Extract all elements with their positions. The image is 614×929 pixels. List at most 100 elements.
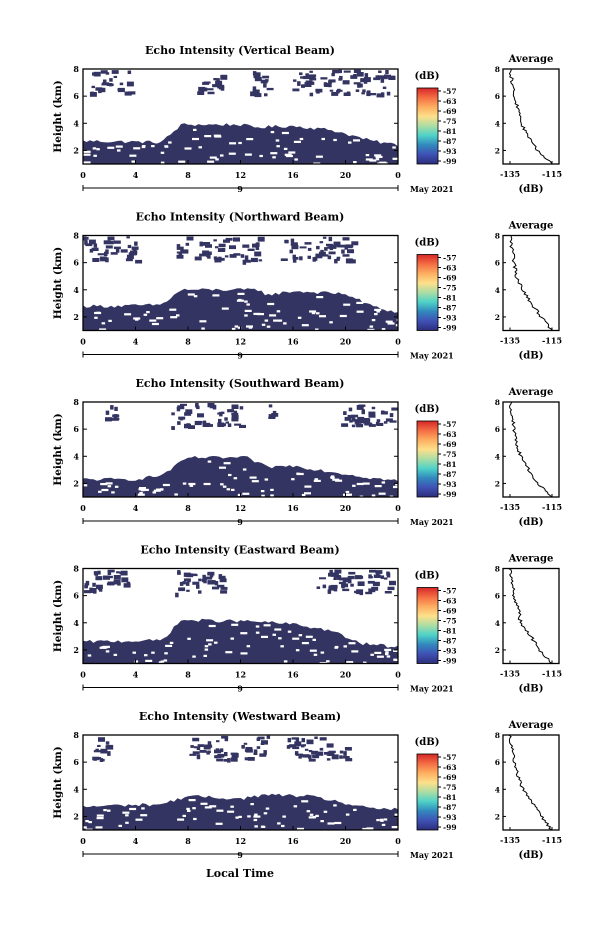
upper-echo-cell	[214, 581, 219, 586]
echo-gap	[284, 153, 292, 156]
echo-gap	[275, 139, 280, 142]
upper-echo-cell	[171, 412, 175, 416]
average-y-tick-label: 4	[495, 619, 500, 628]
y-tick-label: 2	[73, 811, 79, 821]
echo-gap	[260, 490, 265, 493]
echo-heatmap	[83, 403, 400, 498]
echo-gap	[146, 311, 150, 314]
colorbar-tick-label: -69	[443, 274, 457, 283]
echo-gap	[164, 145, 168, 148]
upper-echo-cell	[219, 411, 223, 417]
upper-echo-cell	[292, 258, 297, 263]
echo-gap	[348, 141, 352, 144]
average-x-tick-label: -115	[542, 169, 562, 179]
upper-echo-cell	[190, 574, 198, 577]
echo-gap	[246, 138, 254, 141]
upper-echo-cell	[220, 411, 225, 414]
upper-echo-cell	[338, 581, 346, 585]
upper-echo-cell	[239, 424, 246, 428]
upper-echo-cell	[176, 254, 184, 259]
x-tick-label: 0	[80, 670, 86, 680]
upper-echo-cell	[202, 82, 210, 85]
x-tick-label: 8	[185, 503, 191, 513]
echo-gap	[296, 472, 300, 475]
upper-echo-cell	[293, 79, 297, 82]
upper-echo-cell	[386, 91, 391, 96]
upper-echo-cell	[231, 404, 239, 409]
echo-gap	[365, 154, 370, 157]
echo-gap	[292, 637, 300, 640]
upper-echo-cell	[188, 425, 195, 429]
echo-gap	[320, 820, 324, 823]
echo-gap	[287, 630, 292, 633]
upper-echo-cell	[348, 571, 356, 575]
upper-echo-cell	[125, 258, 133, 262]
echo-gap	[94, 316, 98, 319]
echo-gap	[176, 314, 180, 317]
colorbar-tick-label: -75	[443, 284, 457, 293]
upper-echo-cell	[294, 741, 302, 747]
echo-gap	[267, 302, 275, 306]
echo-gap	[394, 658, 398, 661]
echo-gap	[88, 821, 92, 824]
upper-echo-cell	[92, 582, 96, 587]
colorbar-tick-label: -57	[443, 587, 457, 596]
upper-echo-cell	[105, 417, 112, 422]
colorbar-tick-label: -93	[443, 480, 457, 489]
echo-heatmap	[83, 735, 402, 831]
x-tick-label: 16	[287, 836, 299, 846]
upper-echo-cell	[341, 249, 345, 254]
upper-echo-cell	[120, 249, 128, 253]
colorbar-tick-label: -93	[443, 314, 457, 323]
echo-gap	[309, 310, 317, 313]
echo-gap	[393, 485, 400, 489]
echo-gap	[249, 476, 257, 479]
colorbar-tick-label: -93	[443, 647, 457, 656]
echo-gap	[233, 477, 238, 480]
upper-echo-cell	[290, 243, 298, 246]
upper-echo-cell	[357, 416, 365, 422]
upper-echo-cell	[342, 588, 350, 592]
upper-echo-cell	[107, 569, 115, 573]
echo-gap	[343, 645, 347, 648]
echo-gap	[369, 159, 377, 162]
upper-echo-cell	[341, 423, 349, 427]
upper-echo-cell	[307, 255, 311, 259]
echo-gap	[208, 643, 212, 646]
x-tick-label: 0	[395, 337, 401, 347]
echo-gap	[255, 625, 260, 628]
upper-echo-cell	[113, 75, 118, 78]
echo-gap	[212, 294, 220, 297]
upper-echo-cell	[130, 250, 137, 256]
echo-gap	[305, 635, 313, 638]
echo-layer	[83, 793, 398, 830]
upper-echo-cell	[240, 254, 245, 258]
upper-echo-cell	[271, 413, 279, 417]
upper-echo-cell	[126, 236, 130, 239]
upper-echo-cell	[356, 589, 364, 595]
upper-echo-cell	[113, 240, 121, 244]
upper-echo-cell	[330, 574, 338, 577]
echo-gap	[314, 478, 318, 481]
average-x-tick-label: -115	[542, 502, 562, 512]
upper-echo-cell	[84, 585, 88, 589]
echo-gap	[216, 809, 224, 812]
echo-gap	[261, 323, 266, 326]
colorbar-tick-label: -75	[443, 783, 457, 792]
upper-echo-cell	[263, 750, 267, 755]
upper-echo-cell	[207, 580, 215, 585]
echo-gap	[178, 160, 186, 163]
upper-echo-cell	[331, 73, 335, 77]
upper-echo-cell	[117, 88, 125, 91]
echo-gap	[93, 154, 97, 157]
echo-gap	[83, 150, 91, 153]
upper-echo-cell	[316, 245, 320, 250]
upper-echo-cell	[345, 244, 353, 249]
upper-echo-cell	[332, 69, 340, 74]
upper-echo-cell	[84, 240, 88, 245]
echo-gap	[96, 148, 100, 151]
date-day-label: 9	[237, 351, 243, 361]
echo-gap	[375, 155, 383, 158]
echo-gap	[278, 319, 283, 322]
y-axis-label: Height (km)	[52, 80, 64, 152]
